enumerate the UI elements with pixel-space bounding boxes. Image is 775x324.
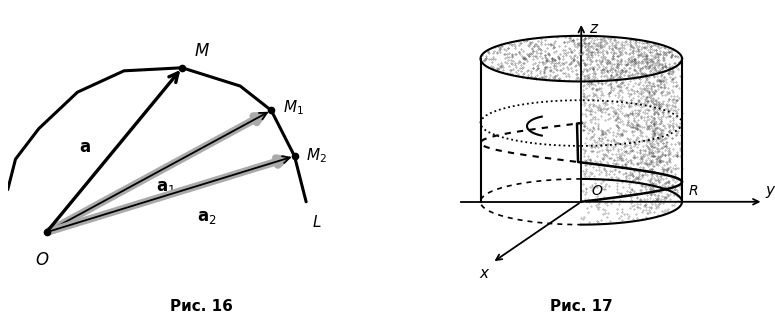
Text: $M_2$: $M_2$ [306,147,327,166]
Text: $O$: $O$ [591,184,603,198]
Text: Рис. 17: Рис. 17 [550,299,612,315]
Text: $R$: $R$ [688,184,698,198]
Text: $M_1$: $M_1$ [283,98,304,117]
Text: $L$: $L$ [312,214,322,230]
Text: $M$: $M$ [194,42,210,60]
Text: $\mathbf{a}_1$: $\mathbf{a}_1$ [157,178,176,196]
Text: $x$: $x$ [479,266,490,281]
Text: $O$: $O$ [36,250,50,269]
Text: $z$: $z$ [589,21,599,36]
Text: $\mathbf{a}$: $\mathbf{a}$ [78,138,91,156]
Text: Рис. 16: Рис. 16 [170,299,233,315]
Text: $y$: $y$ [766,184,775,200]
Text: $\mathbf{a}_2$: $\mathbf{a}_2$ [197,208,217,226]
